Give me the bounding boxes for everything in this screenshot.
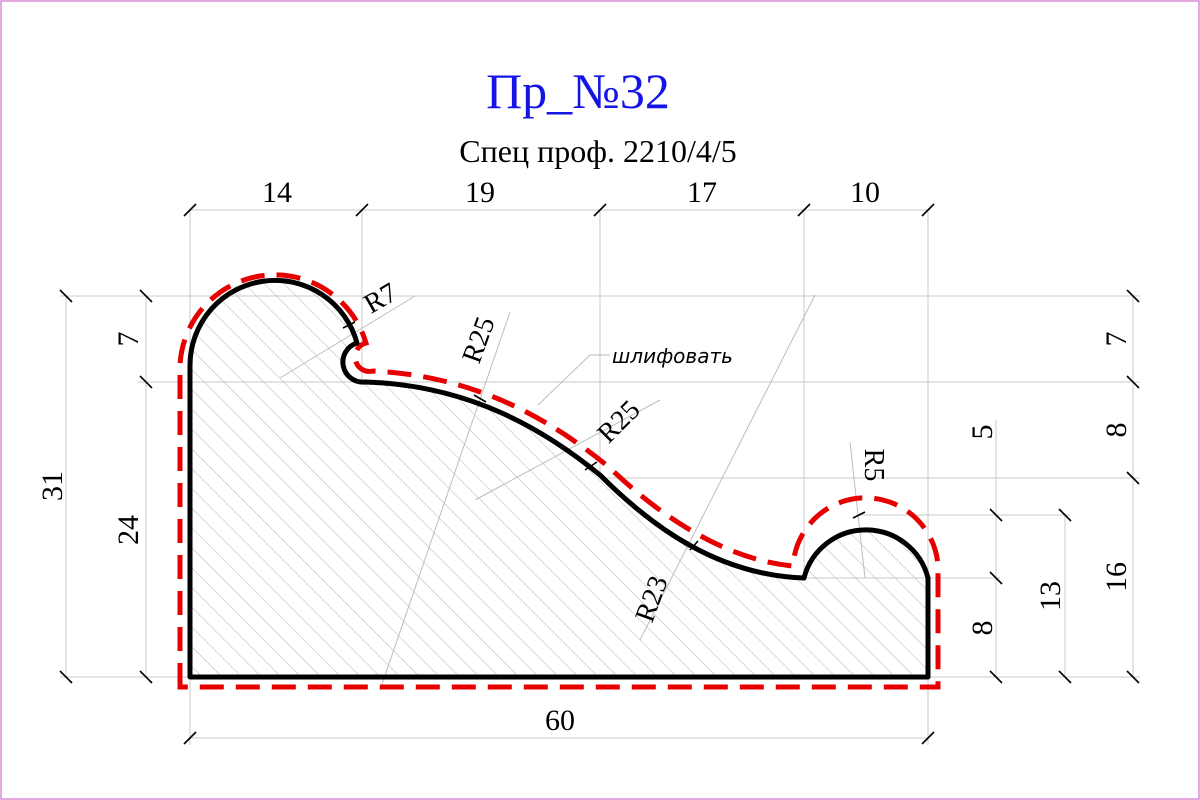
dimension-ticks — [59, 203, 1140, 745]
dim-left-overall: 31 — [36, 471, 69, 501]
dim-top-4: 10 — [850, 176, 880, 209]
dim-top-1: 14 — [262, 176, 292, 209]
sanding-note: шлифовать — [612, 344, 733, 368]
tangent-ticks — [342, 321, 866, 551]
dim-left-lower: 24 — [112, 515, 145, 545]
dim-left-upper: 7 — [112, 332, 145, 347]
radius-label-r5: R5 — [858, 449, 889, 482]
dim-top-2: 19 — [465, 176, 495, 209]
profile-hatch — [190, 280, 928, 677]
dim-inner-13: 13 — [1034, 581, 1067, 611]
radius-label-r7: R7 — [359, 277, 403, 320]
radius-label-r25-upper: R25 — [456, 313, 501, 367]
dim-inner-8: 8 — [966, 621, 999, 636]
profile-outline — [187, 277, 931, 680]
dim-right-a: 7 — [1100, 332, 1133, 347]
dim-right-c: 16 — [1100, 562, 1133, 592]
dim-top-3: 17 — [687, 176, 717, 209]
cut-line — [177, 272, 941, 690]
drawing-title: Пр_№32 — [486, 63, 670, 119]
drawing-subtitle: Спец проф. 2210/4/5 — [459, 133, 736, 169]
dim-bottom: 60 — [545, 704, 575, 737]
dim-inner-5: 5 — [966, 425, 999, 440]
dim-right-b: 8 — [1100, 423, 1133, 438]
